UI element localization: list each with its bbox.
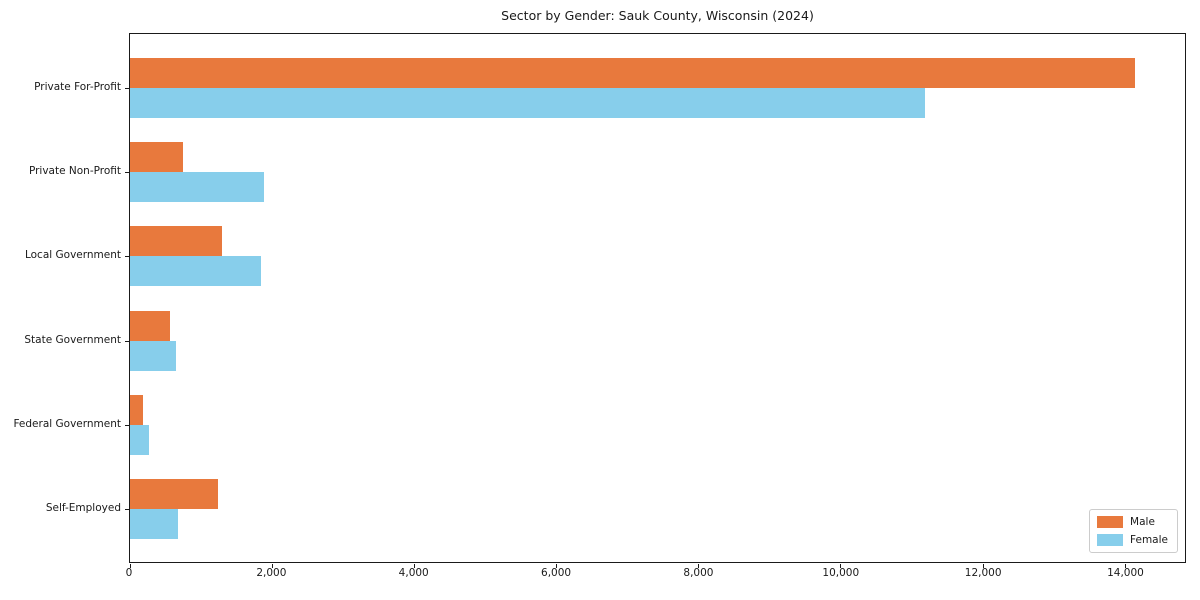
x-tick-label-4: 8,000 [683, 567, 714, 579]
bar-female-1 [130, 172, 264, 203]
x-tick-mark-5 [840, 564, 842, 568]
y-tick-mark-0 [125, 88, 129, 89]
y-tick-label-0: Private For-Profit [34, 81, 121, 93]
bar-female-3 [130, 340, 176, 371]
bar-female-4 [130, 424, 149, 455]
y-tick-label-3: State Government [24, 333, 121, 346]
bar-male-4 [130, 394, 143, 425]
bar-male-5 [130, 479, 218, 509]
x-axis-labels: 0 2,000 4,000 6,000 8,000 10,000 12,000 14,000 [125, 567, 1186, 585]
y-tick-label-5: Self-Employed [45, 502, 121, 514]
y-axis-labels: Private For-Profit Private Non-Profit Loca… [0, 33, 121, 563]
plot-area: Male Female [125, 33, 1186, 568]
legend-entry-female: Female [1097, 534, 1168, 546]
bar-female-0 [130, 88, 925, 118]
x-tick-mark-0 [130, 564, 131, 568]
x-tick-mark-7 [1124, 564, 1126, 568]
y-tick-mark-4 [125, 424, 129, 426]
legend-label-female: Female [1130, 534, 1168, 546]
bar-male-3 [130, 310, 170, 341]
x-tick-label-1: 2,000 [256, 567, 287, 579]
legend: Male Female [1089, 509, 1178, 553]
bar-male-1 [130, 142, 183, 173]
male-color-swatch [1097, 516, 1124, 528]
x-tick-label-0: 0 [125, 567, 133, 579]
x-tick-label-5: 10,000 [822, 567, 860, 579]
x-tick-mark-6 [982, 564, 984, 568]
bar-female-5 [130, 509, 178, 539]
chart-title: Sector by Gender: Sauk County, Wisconsin… [501, 8, 814, 23]
x-tick-label-7: 14,000 [1107, 567, 1144, 579]
bar-male-0 [130, 58, 1135, 88]
y-tick-mark-5 [125, 509, 129, 510]
x-tick-label-6: 12,000 [964, 567, 1002, 579]
x-tick-mark-3 [556, 564, 558, 568]
legend-label-male: Male [1130, 516, 1155, 528]
bar-female-2 [130, 256, 261, 287]
x-tick-label-3: 6,000 [541, 567, 572, 579]
y-tick-label-1: Private Non-Profit [28, 165, 121, 178]
legend-entry-male: Male [1097, 516, 1168, 528]
y-tick-label-2: Local Government [24, 249, 121, 262]
bar-male-2 [130, 226, 222, 257]
y-tick-mark-2 [125, 256, 129, 258]
y-tick-mark-1 [125, 172, 129, 174]
x-tick-mark-2 [414, 564, 416, 568]
x-tick-label-2: 4,000 [398, 567, 429, 579]
x-tick-mark-1 [272, 564, 274, 568]
x-tick-mark-4 [698, 564, 700, 568]
female-color-swatch [1097, 534, 1124, 546]
y-tick-mark-3 [125, 340, 129, 342]
y-tick-label-4: Federal Government [13, 417, 121, 430]
